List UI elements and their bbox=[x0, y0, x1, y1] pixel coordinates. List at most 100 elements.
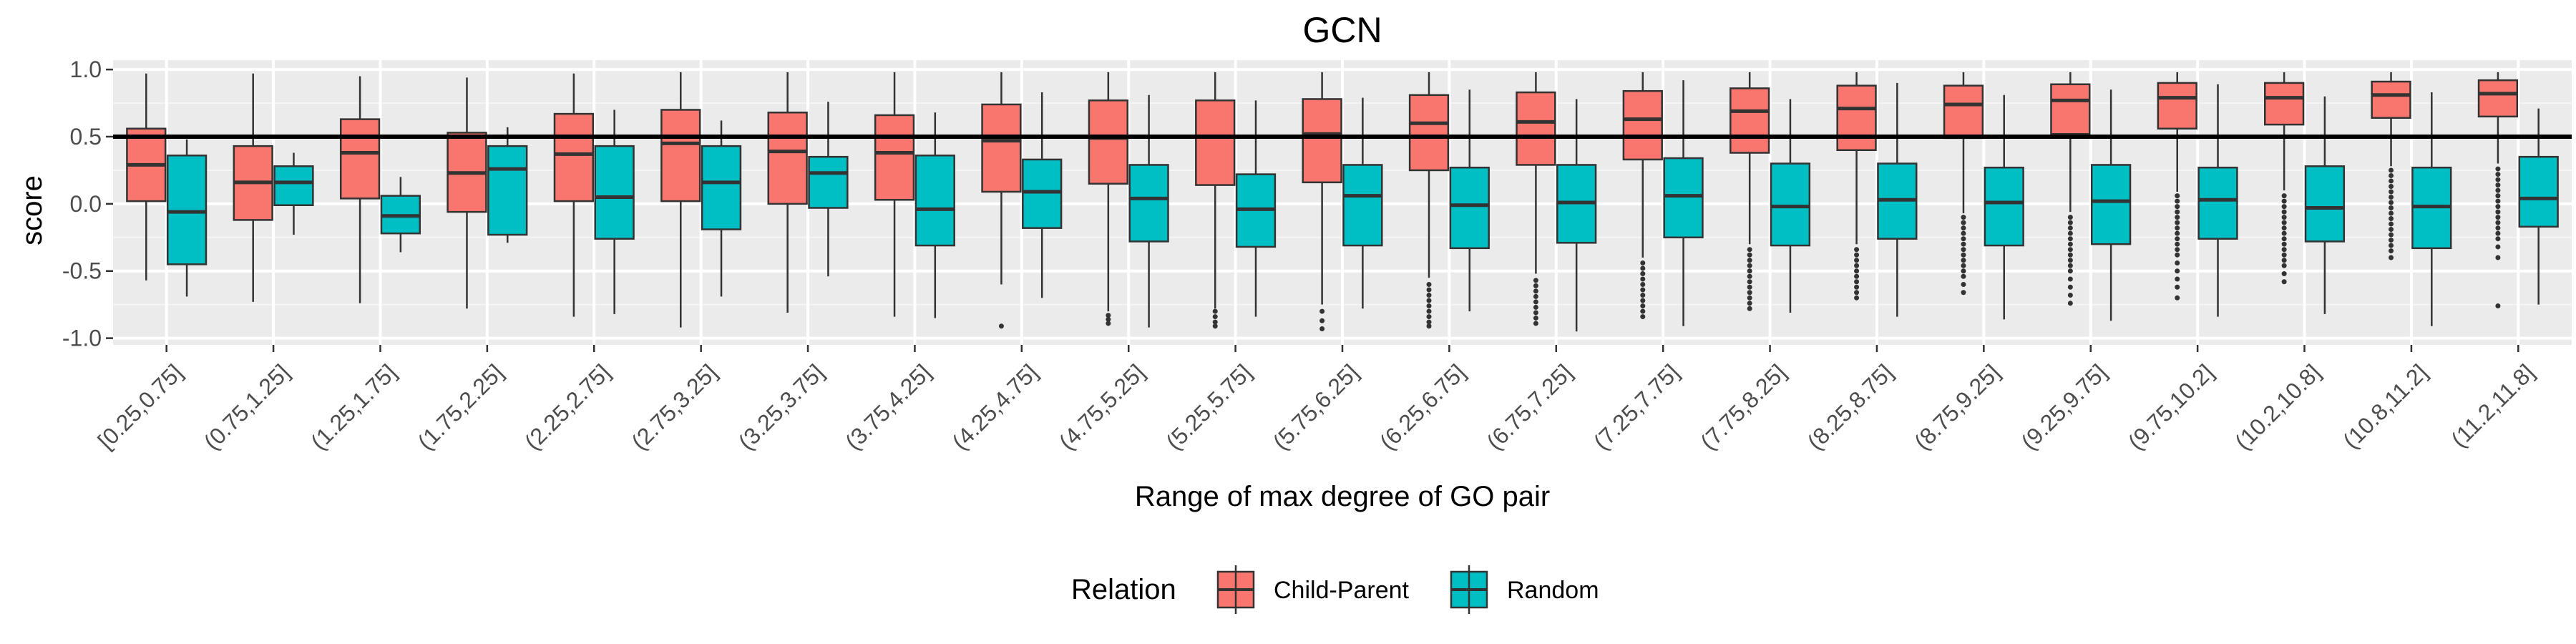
legend-item-random: Random bbox=[1450, 565, 1599, 614]
box-body bbox=[553, 112, 595, 203]
outlier-point bbox=[1640, 260, 1646, 265]
box-random bbox=[1022, 92, 1063, 298]
box-random bbox=[1128, 94, 1169, 328]
outlier-point bbox=[2175, 241, 2180, 247]
outlier-point bbox=[1640, 276, 1646, 282]
outlier-point bbox=[1533, 283, 1538, 288]
box-body bbox=[767, 111, 808, 205]
outlier-point bbox=[1854, 273, 1860, 279]
outlier-point bbox=[2067, 268, 2073, 274]
outlier-point bbox=[2281, 279, 2287, 285]
outlier-point bbox=[2067, 263, 2073, 268]
legend-label-random: Random bbox=[1507, 577, 1599, 604]
box-random bbox=[2197, 84, 2238, 317]
outlier-point bbox=[2495, 244, 2501, 250]
outlier-point bbox=[2281, 193, 2287, 199]
box-body bbox=[1770, 162, 1811, 247]
box-child-parent bbox=[1729, 72, 1770, 311]
legend-title: Relation bbox=[1071, 574, 1176, 605]
x-tick-label: (1.75,2.25] bbox=[413, 359, 509, 455]
box-body bbox=[1408, 94, 1450, 172]
box-body bbox=[1836, 84, 1877, 152]
outlier-point bbox=[2389, 200, 2394, 205]
outlier-point bbox=[1961, 225, 1966, 231]
outlier-point bbox=[2175, 193, 2180, 199]
outlier-point bbox=[2281, 225, 2287, 231]
box-random bbox=[2090, 89, 2132, 321]
outlier-point bbox=[1319, 318, 1325, 323]
outlier-point bbox=[2281, 230, 2287, 236]
outlier-point bbox=[1961, 236, 1966, 242]
outlier-point bbox=[1426, 319, 1432, 325]
outlier-point bbox=[2175, 209, 2180, 215]
outlier-point bbox=[2067, 241, 2073, 247]
outlier-point bbox=[1854, 258, 1860, 263]
outlier-point bbox=[1426, 314, 1432, 320]
outlier-point bbox=[2389, 167, 2394, 173]
outlier-point bbox=[2389, 189, 2394, 195]
x-tick-label: (7.25,7.75] bbox=[1589, 359, 1684, 455]
box-body bbox=[2263, 82, 2305, 126]
x-tick-label: (8.25,8.75] bbox=[1802, 359, 1898, 455]
x-tick-label: (0.75,1.25] bbox=[199, 359, 295, 455]
box-body bbox=[1195, 99, 1236, 186]
outlier-point bbox=[2067, 225, 2073, 231]
outlier-point bbox=[1854, 268, 1860, 274]
outlier-point bbox=[1747, 273, 1752, 279]
y-axis-title: score bbox=[16, 175, 48, 245]
outlier-point bbox=[1961, 247, 1966, 253]
outlier-point bbox=[2495, 255, 2501, 260]
outlier-point bbox=[2175, 230, 2180, 236]
box-random bbox=[380, 177, 421, 253]
outlier-point bbox=[2495, 198, 2501, 204]
box-random bbox=[273, 152, 314, 235]
box-random bbox=[701, 120, 742, 297]
outlier-point bbox=[2495, 193, 2501, 199]
box-body bbox=[2090, 164, 2132, 245]
box-random bbox=[1877, 82, 1918, 317]
box-random bbox=[808, 102, 849, 277]
box-body bbox=[594, 145, 635, 240]
box-body bbox=[1984, 166, 2024, 247]
outlier-point bbox=[2495, 187, 2501, 193]
outlier-point bbox=[2175, 220, 2180, 225]
outlier-point bbox=[2067, 284, 2073, 290]
outlier-point bbox=[1426, 293, 1432, 298]
outlier-point bbox=[2495, 204, 2501, 210]
outlier-point bbox=[1640, 308, 1646, 314]
outlier-point bbox=[1961, 215, 1966, 220]
outlier-point bbox=[2389, 178, 2394, 184]
x-tick-label: (9.75,10.2] bbox=[2123, 359, 2219, 455]
outlier-point bbox=[998, 323, 1004, 329]
box-body bbox=[273, 165, 314, 207]
box-body bbox=[1088, 99, 1128, 185]
outlier-point bbox=[2067, 247, 2073, 253]
outlier-point bbox=[1961, 258, 1966, 263]
y-tick-label: -0.5 bbox=[62, 258, 102, 284]
outlier-point bbox=[2175, 284, 2180, 290]
outlier-point bbox=[1747, 247, 1752, 253]
x-axis: [0.25,0.75] (0.75,1.25] (1.25,1.75] (1.75,2… bbox=[93, 345, 2540, 455]
box-child-parent bbox=[1943, 72, 1984, 296]
outlier-point bbox=[1426, 308, 1432, 314]
box-child-parent bbox=[447, 77, 487, 309]
outlier-point bbox=[2495, 166, 2501, 172]
box-random bbox=[1770, 99, 1811, 313]
outlier-point bbox=[1640, 298, 1646, 303]
legend-item-child-parent: Child-Parent bbox=[1216, 565, 1410, 614]
outlier-point bbox=[1426, 282, 1432, 288]
box-body bbox=[1449, 166, 1490, 250]
outlier-point bbox=[1533, 321, 1538, 326]
outlier-point bbox=[2067, 258, 2073, 263]
box-child-parent bbox=[553, 73, 595, 317]
x-tick-label: (6.75,7.25] bbox=[1481, 359, 1577, 455]
outlier-point bbox=[1640, 293, 1646, 298]
outlier-point bbox=[1640, 265, 1646, 271]
outlier-point bbox=[2389, 248, 2394, 254]
box-body bbox=[1663, 157, 1704, 239]
x-tick-label: (1.25,1.75] bbox=[306, 359, 401, 455]
outlier-point bbox=[2281, 247, 2287, 253]
outlier-point bbox=[2067, 293, 2073, 298]
box-child-parent bbox=[1302, 72, 1342, 331]
